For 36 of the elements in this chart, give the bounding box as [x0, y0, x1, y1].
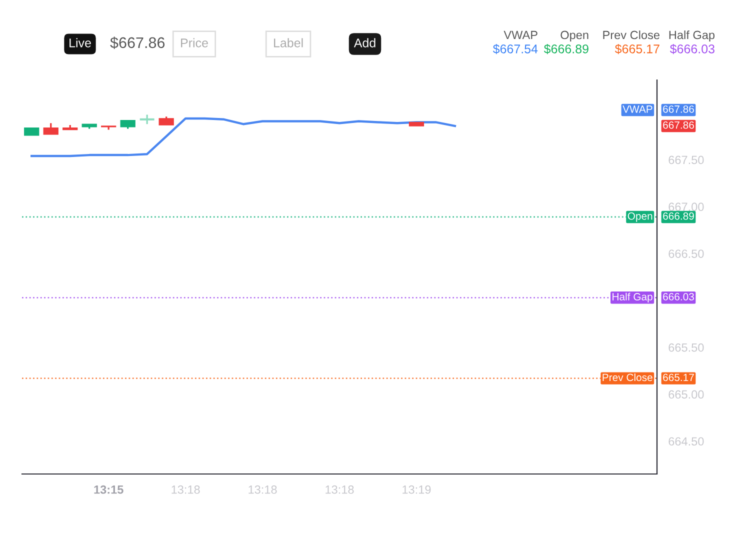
x-tick-label: 13:18 — [248, 485, 277, 494]
text: VWAP — [504, 30, 538, 40]
x-tick-label: 13:19 — [402, 485, 431, 494]
text: 666.89 — [663, 212, 694, 220]
text: Half Gap — [669, 30, 715, 42]
text: $666.89 — [544, 44, 588, 54]
ref-line-label: Half Gap — [612, 292, 652, 302]
text: 667.86 — [663, 121, 694, 129]
text: $665.17 — [614, 44, 660, 54]
text: Open — [560, 30, 588, 42]
candlestick — [138, 114, 156, 125]
text: 666.03 — [663, 293, 694, 300]
y-tick-label: 665.00 — [668, 390, 704, 399]
x-tick-label: 13:15 — [94, 485, 124, 494]
y-tick-label: 665.50 — [668, 343, 704, 352]
ref-line-label: Prev Close — [602, 373, 652, 382]
text: 667.86 — [663, 105, 694, 113]
text: $667.86 — [110, 36, 165, 50]
text: Label — [274, 38, 303, 48]
x-tick-label: 13:18 — [326, 485, 354, 494]
text: Add — [354, 38, 376, 48]
text: 665.17 — [663, 374, 694, 382]
text: $666.03 — [670, 44, 714, 54]
y-tick-label: 666.50 — [668, 250, 704, 258]
y-tick-label: 664.50 — [668, 437, 704, 446]
legend-label: VWAP — [622, 106, 652, 113]
text: Live — [70, 38, 91, 48]
y-tick-label: 667.50 — [668, 156, 704, 164]
x-tick-label: 13:18 — [172, 485, 200, 494]
candlestick — [43, 122, 58, 136]
text: Price — [181, 38, 208, 48]
text: Prev Close — [603, 30, 660, 40]
text: $667.54 — [492, 44, 538, 54]
line-series — [30, 117, 456, 158]
y-tick-label: 667.00 — [668, 202, 704, 212]
ref-line-label: Open — [628, 212, 652, 222]
